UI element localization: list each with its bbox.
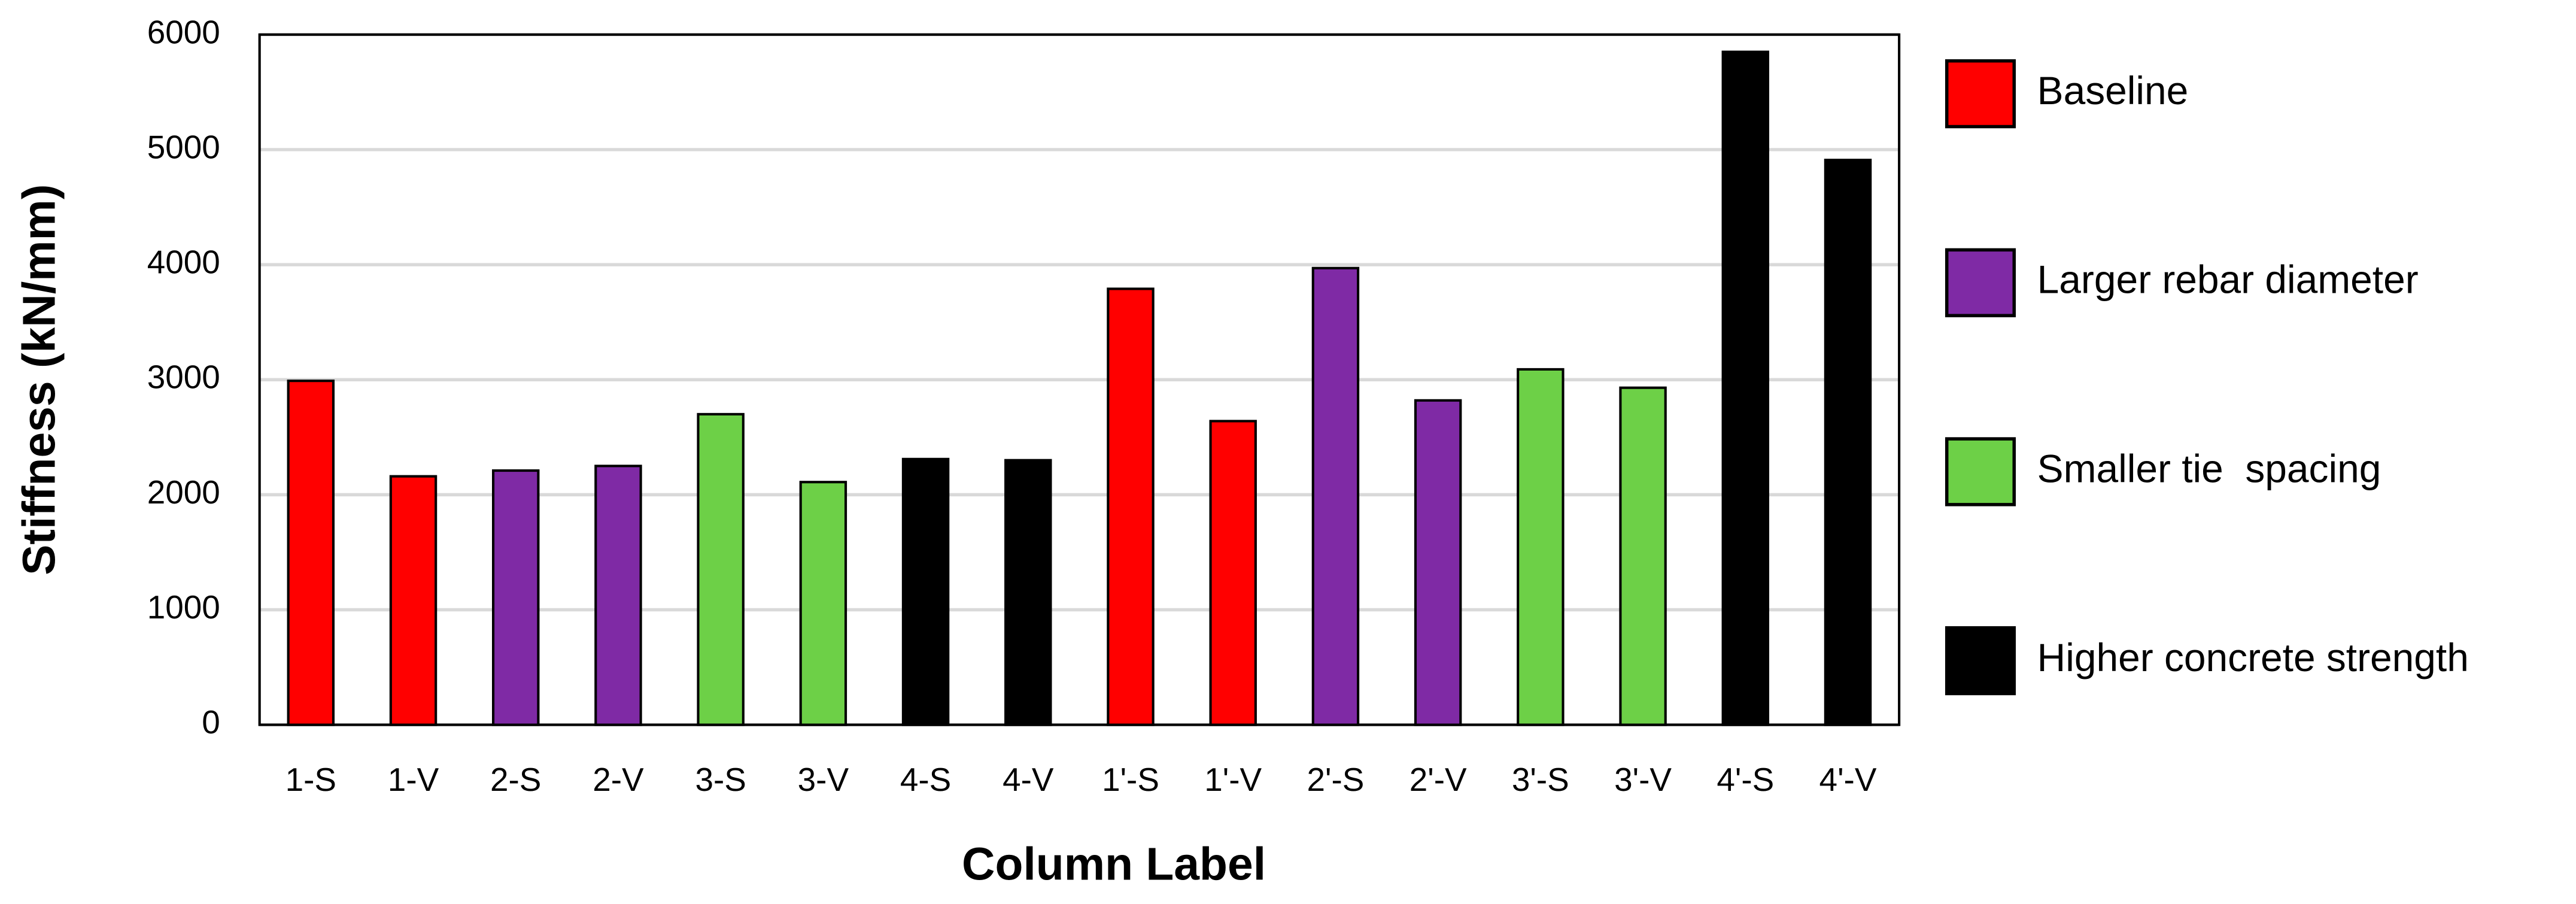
x-tick-label: 4-S <box>900 761 951 798</box>
bar <box>1209 420 1257 726</box>
y-tick-label: 0 <box>202 703 220 741</box>
legend-label: Higher concrete strength <box>2037 635 2469 679</box>
x-tick-label: 2'-S <box>1307 761 1364 798</box>
y-tick-label: 3000 <box>147 359 220 396</box>
bar <box>1107 287 1155 726</box>
bar <box>1004 459 1052 726</box>
y-tick-label: 2000 <box>147 474 220 511</box>
y-tick-label: 6000 <box>147 13 220 50</box>
bar <box>799 481 847 726</box>
legend-swatch <box>1945 59 2016 129</box>
x-tick-label: 3-S <box>695 761 746 798</box>
x-tick-label: 2'-V <box>1409 761 1467 798</box>
legend-label: Baseline <box>2037 68 2189 113</box>
bar <box>1721 50 1770 726</box>
y-tick-label: 4000 <box>147 244 220 281</box>
bar <box>594 465 642 726</box>
legend-label: Smaller tie spacing <box>2037 446 2381 490</box>
bar <box>1414 399 1462 726</box>
x-tick-label: 4'-V <box>1819 761 1877 798</box>
bar <box>1619 386 1667 726</box>
bar <box>901 457 950 726</box>
y-tick-label: 1000 <box>147 588 220 626</box>
legend-label: Larger rebar diameter <box>2037 257 2419 302</box>
x-tick-label: 3'-S <box>1512 761 1569 798</box>
legend-swatch <box>1945 248 2016 317</box>
x-tick-label: 1'-S <box>1102 761 1159 798</box>
plot-frame <box>258 33 1901 726</box>
legend-swatch <box>1945 626 2016 696</box>
x-tick-label: 2-S <box>490 761 541 798</box>
x-tick-label: 4'-S <box>1717 761 1774 798</box>
bar <box>492 469 540 726</box>
x-axis-title: Column Label <box>962 839 1266 890</box>
y-tick-label: 5000 <box>147 128 220 165</box>
bar <box>389 475 438 726</box>
bar <box>697 412 745 726</box>
bar <box>1311 266 1360 726</box>
x-tick-label: 3-V <box>798 761 849 798</box>
x-tick-label: 1-S <box>285 761 336 798</box>
bar <box>1824 159 1872 726</box>
x-tick-label: 1-V <box>388 761 439 798</box>
x-tick-label: 3'-V <box>1614 761 1672 798</box>
x-tick-label: 2-V <box>593 761 644 798</box>
bar <box>1517 368 1565 726</box>
legend-swatch <box>1945 437 2016 506</box>
bar <box>287 380 335 726</box>
x-tick-label: 4-V <box>1003 761 1054 798</box>
x-tick-label: 1'-V <box>1204 761 1262 798</box>
y-axis-title: Stiffness (kN/mm) <box>14 184 65 575</box>
